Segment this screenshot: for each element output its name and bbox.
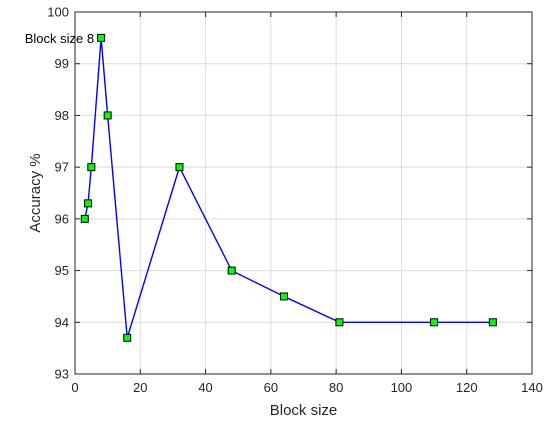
plot-frame [74,11,533,375]
data-point [87,163,96,172]
data-point [430,318,439,327]
data-point [97,33,106,42]
annotations: Block size 8 [25,31,94,46]
y-tick-label: 100 [47,5,69,20]
y-tick-label: 97 [55,160,69,175]
x-tick-label: 0 [71,380,78,395]
x-tick-label: 20 [133,380,147,395]
y-tick-label: 96 [55,211,69,226]
y-tick-label: 98 [55,108,69,123]
axis-ticks [74,11,533,375]
plot-area [75,12,532,374]
series [80,33,497,342]
x-tick-label: 120 [456,380,478,395]
y-tick-labels: 93 94 95 96 97 98 99 100 [47,5,69,382]
annotation-label: Block size 8 [25,31,94,46]
y-tick-label: 93 [55,367,69,382]
data-point [227,266,236,275]
x-tick-labels: 0 20 40 60 80 100 120 140 [71,380,542,395]
data-point [80,214,89,223]
y-tick-label: 94 [55,315,69,330]
x-tick-label: 140 [521,380,543,395]
x-axis-label: Block size [270,402,338,419]
data-point [488,318,497,327]
y-axis-label: Accuracy % [27,153,44,232]
x-tick-label: 60 [264,380,278,395]
data-point [84,199,93,208]
data-point [175,163,184,172]
data-point [279,292,288,301]
x-tick-label: 80 [329,380,343,395]
data-point [123,333,132,342]
data-point [103,111,112,120]
y-tick-label: 95 [55,263,69,278]
x-tick-label: 100 [391,380,413,395]
x-tick-label: 40 [198,380,212,395]
y-tick-label: 99 [55,56,69,71]
data-point [335,318,344,327]
series-line [84,37,493,339]
